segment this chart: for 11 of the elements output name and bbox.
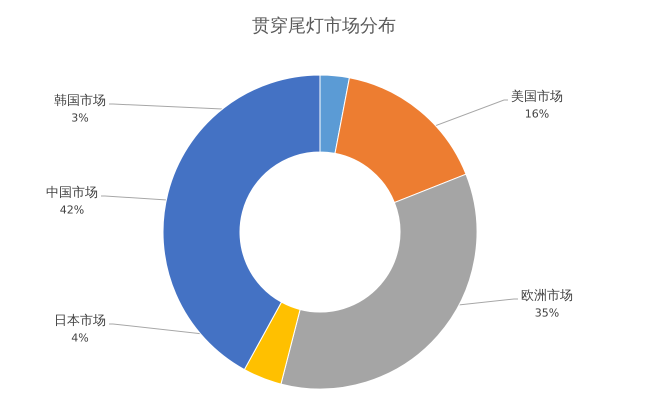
data-label: 42% [60, 204, 84, 216]
slice-label: 中国市场 [46, 186, 98, 200]
slice-label: 美国市场 [511, 88, 563, 104]
chart-title: 贯穿尾灯市场分布 [252, 16, 396, 36]
slice-label: 欧洲市场 [521, 288, 573, 304]
slice-label: 日本市场 [54, 314, 106, 328]
data-label: 16% [524, 108, 550, 120]
data-label: 35% [534, 306, 560, 320]
data-label: 3% [71, 112, 89, 124]
slice-label: 韩国市场 [54, 94, 106, 108]
data-label: 4% [71, 332, 89, 344]
